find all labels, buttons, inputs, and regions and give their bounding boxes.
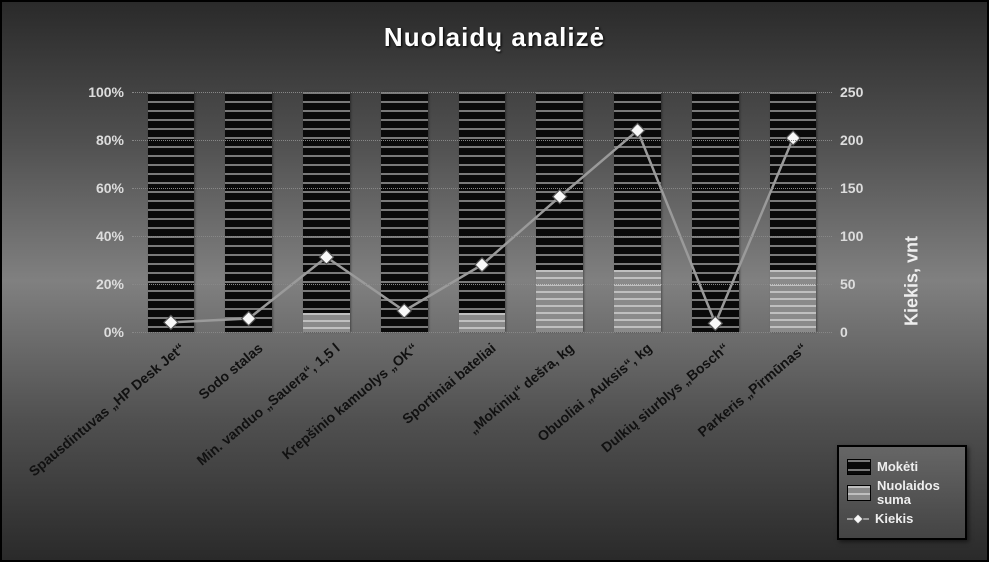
y1-tick-label: 100% — [88, 84, 124, 100]
y1-tick-label: 60% — [96, 180, 124, 196]
y2-axis-title: Kiekis, vnt — [901, 236, 922, 326]
gridline — [132, 140, 832, 141]
y2-tick-label: 50 — [840, 276, 856, 292]
x-tick-label: Spausdintuvas „HP Desk Jet“ — [22, 335, 188, 479]
chart-title: Nuolaidų analizė — [2, 22, 987, 53]
gridline — [132, 92, 832, 93]
legend-item-discount: Nuolaidos suma — [847, 479, 957, 508]
legend-item-kiekis: Kiekis — [847, 512, 957, 526]
legend-label: Kiekis — [875, 512, 913, 526]
legend: Mokėti Nuolaidos suma Kiekis — [837, 445, 967, 540]
gridline — [132, 332, 832, 333]
y1-tick-label: 40% — [96, 228, 124, 244]
y2-tick-label: 250 — [840, 84, 863, 100]
y1-tick-label: 80% — [96, 132, 124, 148]
line-layer — [132, 92, 832, 332]
y2-tick-label: 100 — [840, 228, 863, 244]
chart-container: Nuolaidų analizė Spausdintuvas „HP Desk … — [0, 0, 989, 562]
legend-item-pay: Mokėti — [847, 459, 957, 475]
gridline — [132, 284, 832, 285]
gridline — [132, 236, 832, 237]
x-tick-label: Min. vanduo „Sauera“, 1,5 l — [190, 335, 343, 468]
legend-label: Nuolaidos suma — [877, 479, 957, 508]
y2-tick-label: 200 — [840, 132, 863, 148]
kiekis-marker — [164, 315, 178, 329]
y2-tick-label: 0 — [840, 324, 848, 340]
kiekis-marker — [708, 316, 722, 330]
gridline — [132, 188, 832, 189]
legend-label: Mokėti — [877, 460, 918, 474]
y2-tick-label: 150 — [840, 180, 863, 196]
legend-marker-kiekis — [847, 512, 869, 526]
x-tick-label: Krepšinio kamuolys „OK“ — [275, 335, 421, 462]
plot-area: Spausdintuvas „HP Desk Jet“Sodo stalasMi… — [132, 92, 832, 332]
legend-swatch-discount — [847, 485, 871, 501]
x-tick-label: Dulkių siurblys „Bosch“ — [595, 335, 733, 455]
legend-swatch-pay — [847, 459, 871, 475]
x-tick-label: Sodo stalas — [191, 335, 265, 402]
y1-tick-label: 0% — [104, 324, 124, 340]
y1-tick-label: 20% — [96, 276, 124, 292]
kiekis-marker — [786, 131, 800, 145]
kiekis-line — [171, 130, 793, 323]
